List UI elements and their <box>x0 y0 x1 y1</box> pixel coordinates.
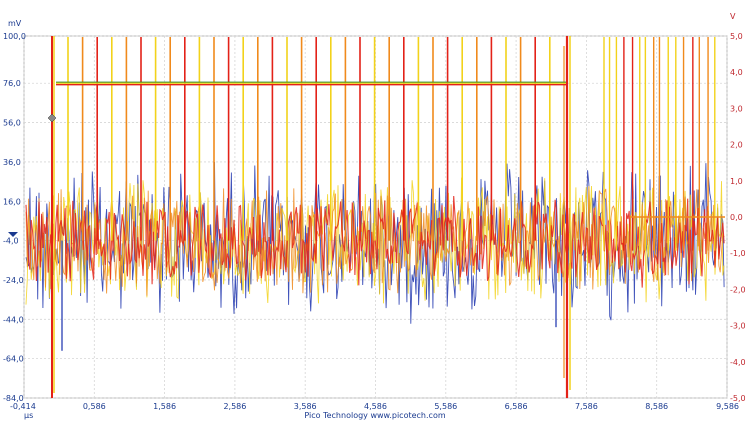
left-tick-label: 100,0 <box>3 32 26 41</box>
right-tick-label: 5,0 <box>730 32 743 41</box>
left-tick-label: -4,0 <box>3 237 19 246</box>
left-tick-label: -64,0 <box>3 355 24 364</box>
x-tick-label: 1,586 <box>153 402 176 411</box>
left-axis-ticks: 100,0 76,0 56,0 36,0 16,0 -4,0 -24,0 -44,0 -64,0… <box>3 32 26 403</box>
right-tick-label: -5,0 <box>730 394 746 403</box>
x-tick-label: 9,586 <box>716 402 739 411</box>
x-tick-label: 8,586 <box>645 402 668 411</box>
trigger-marker-icon[interactable] <box>8 232 18 237</box>
x-tick-label: 5,586 <box>434 402 457 411</box>
trigger-diamond-icon[interactable] <box>47 113 57 123</box>
right-tick-label: 0,0 <box>730 213 743 222</box>
right-tick-label: 1,0 <box>730 177 743 186</box>
x-axis-ticks: -0,414 0,586 1,586 2,586 3,586 4,586 5,586 6,58… <box>10 402 739 411</box>
x-tick-label: 2,586 <box>223 402 246 411</box>
right-axis-unit: V <box>730 12 736 21</box>
left-tick-label: -84,0 <box>3 394 24 403</box>
right-tick-label: 3,0 <box>730 104 743 113</box>
x-tick-label: 3,586 <box>294 402 317 411</box>
right-tick-label: 2,0 <box>730 141 743 150</box>
right-tick-label: 4,0 <box>730 68 743 77</box>
x-tick-label: 6,586 <box>505 402 528 411</box>
left-tick-label: 36,0 <box>3 158 21 167</box>
x-axis-unit: µs <box>24 411 33 420</box>
x-tick-label: 4,586 <box>364 402 387 411</box>
right-tick-label: -4,0 <box>730 358 746 367</box>
right-tick-label: -2,0 <box>730 285 746 294</box>
pico-credit: Pico Technology www.picotech.com <box>304 411 445 420</box>
right-tick-label: -1,0 <box>730 249 746 258</box>
x-tick-label: 0,586 <box>83 402 106 411</box>
left-tick-label: 56,0 <box>3 119 21 128</box>
left-tick-label: -24,0 <box>3 276 24 285</box>
waveform-traces <box>25 36 725 398</box>
left-tick-label: 76,0 <box>3 79 21 88</box>
right-axis-ticks: 5,0 4,0 3,0 2,0 1,0 0,0 -1,0 -2,0 -3,0 -4,0 -5,0 <box>730 32 746 403</box>
left-tick-label: -44,0 <box>3 315 24 324</box>
right-tick-label: -3,0 <box>730 322 746 331</box>
left-tick-label: 16,0 <box>3 197 21 206</box>
x-tick-label: 7,586 <box>575 402 598 411</box>
left-axis-unit: mV <box>8 19 22 28</box>
x-tick-label: -0,414 <box>10 402 36 411</box>
